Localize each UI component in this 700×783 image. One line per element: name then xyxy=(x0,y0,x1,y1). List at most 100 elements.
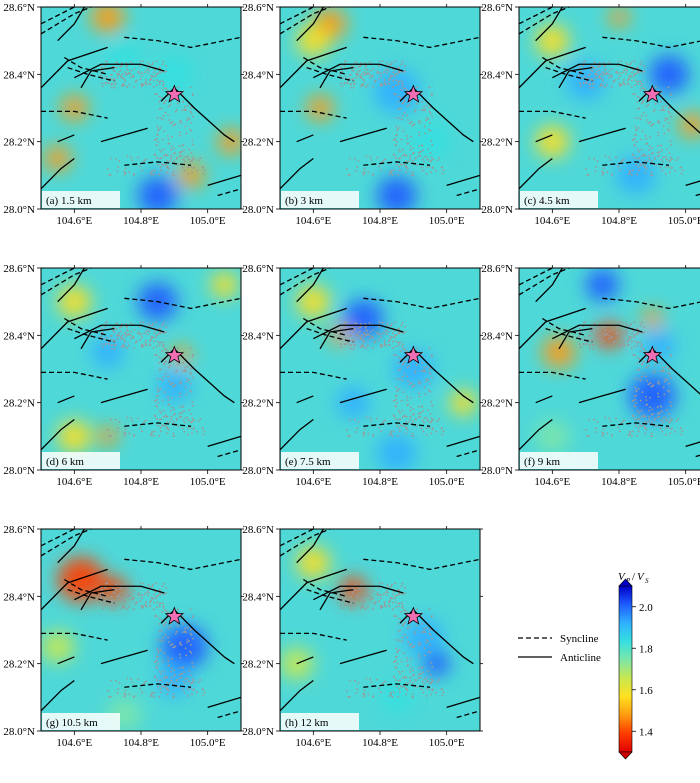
seismic-event xyxy=(607,337,610,340)
seismic-event xyxy=(394,60,397,63)
seismic-event xyxy=(355,170,358,172)
seismic-event xyxy=(425,104,428,107)
seismic-event xyxy=(181,109,184,112)
seismic-event xyxy=(339,74,341,77)
seismic-event xyxy=(659,411,661,414)
vpvs-anomaly xyxy=(296,285,331,318)
seismic-event xyxy=(404,331,407,333)
seismic-event xyxy=(143,420,146,423)
seismic-event xyxy=(579,346,582,349)
seismic-event xyxy=(654,363,657,366)
seismic-event xyxy=(400,585,403,588)
seismic-event xyxy=(162,670,165,673)
colorbar-title-v2: V xyxy=(637,571,645,583)
seismic-event xyxy=(415,86,418,89)
seismic-event xyxy=(377,586,380,589)
seismic-event xyxy=(398,602,401,605)
seismic-event xyxy=(644,426,647,429)
x-tick-label: 105.0°E xyxy=(429,215,465,227)
seismic-event xyxy=(655,425,658,427)
seismic-event xyxy=(182,405,185,408)
seismic-event xyxy=(174,110,177,113)
seismic-event xyxy=(441,427,443,430)
seismic-event xyxy=(431,688,434,691)
seismic-event xyxy=(147,583,150,586)
seismic-event xyxy=(112,330,115,332)
seismic-event xyxy=(652,151,654,154)
seismic-event xyxy=(121,599,124,602)
seismic-event xyxy=(603,65,606,68)
seismic-event xyxy=(186,173,189,175)
seismic-event xyxy=(418,380,421,383)
syncline-trace xyxy=(519,371,586,380)
seismic-event xyxy=(162,379,164,382)
seismic-event xyxy=(359,597,362,600)
seismic-event xyxy=(176,86,179,89)
seismic-event xyxy=(360,346,362,349)
seismic-event xyxy=(145,69,148,72)
y-tick-label: 28.6°N xyxy=(3,524,35,536)
seismic-event xyxy=(593,328,596,330)
seismic-event xyxy=(587,339,590,341)
seismic-event xyxy=(406,660,409,663)
seismic-event xyxy=(166,693,169,696)
seismic-event xyxy=(124,602,126,604)
anticline-trace xyxy=(535,395,553,404)
seismic-event xyxy=(640,343,643,346)
seismic-event xyxy=(359,75,362,78)
seismic-event xyxy=(173,420,175,423)
seismic-event xyxy=(396,424,398,427)
anticline-trace xyxy=(535,7,563,42)
seismic-event xyxy=(634,377,637,380)
seismic-event xyxy=(182,361,184,364)
seismic-event xyxy=(158,630,161,632)
x-tick-label: 104.8°E xyxy=(123,476,159,488)
seismic-event xyxy=(142,605,145,608)
seismic-event xyxy=(599,338,602,341)
seismic-event xyxy=(421,680,424,683)
seismic-event xyxy=(175,678,178,681)
seismic-event xyxy=(640,321,643,324)
seismic-event xyxy=(406,689,409,692)
seismic-event xyxy=(593,67,596,69)
seismic-event xyxy=(603,323,606,325)
seismic-event xyxy=(583,336,586,339)
seismic-event xyxy=(112,65,114,68)
seismic-event xyxy=(186,104,189,107)
seismic-event xyxy=(153,79,155,82)
seismic-event xyxy=(104,82,107,85)
seismic-event xyxy=(663,132,666,135)
seismic-event xyxy=(646,119,649,121)
seismic-event xyxy=(160,411,162,414)
seismic-event xyxy=(414,108,417,111)
seismic-event xyxy=(115,157,117,160)
seismic-event xyxy=(403,685,406,688)
seismic-event xyxy=(107,603,110,606)
seismic-event xyxy=(607,61,610,63)
syncline-trace xyxy=(280,268,314,286)
seismic-event xyxy=(133,173,136,176)
seismic-event xyxy=(357,334,360,337)
seismic-event xyxy=(339,327,342,330)
seismic-event xyxy=(619,75,621,78)
seismic-event xyxy=(149,173,152,175)
seismic-event xyxy=(602,341,604,343)
seismic-event xyxy=(392,79,394,82)
seismic-event xyxy=(657,134,660,137)
seismic-event xyxy=(169,625,172,628)
seismic-event xyxy=(118,331,120,334)
seismic-event xyxy=(170,676,173,679)
seismic-event xyxy=(418,119,421,122)
anticline-trace xyxy=(57,134,75,143)
seismic-event xyxy=(603,326,606,329)
seismic-event xyxy=(402,593,405,596)
seismic-event xyxy=(344,582,346,585)
seismic-event xyxy=(401,84,404,87)
seismic-event xyxy=(366,594,369,597)
seismic-event xyxy=(124,596,127,599)
seismic-event xyxy=(669,432,671,435)
seismic-event xyxy=(103,77,106,80)
x-tick-label: 105.0°E xyxy=(668,215,700,227)
seismic-event xyxy=(399,150,401,153)
seismic-event xyxy=(352,338,354,341)
